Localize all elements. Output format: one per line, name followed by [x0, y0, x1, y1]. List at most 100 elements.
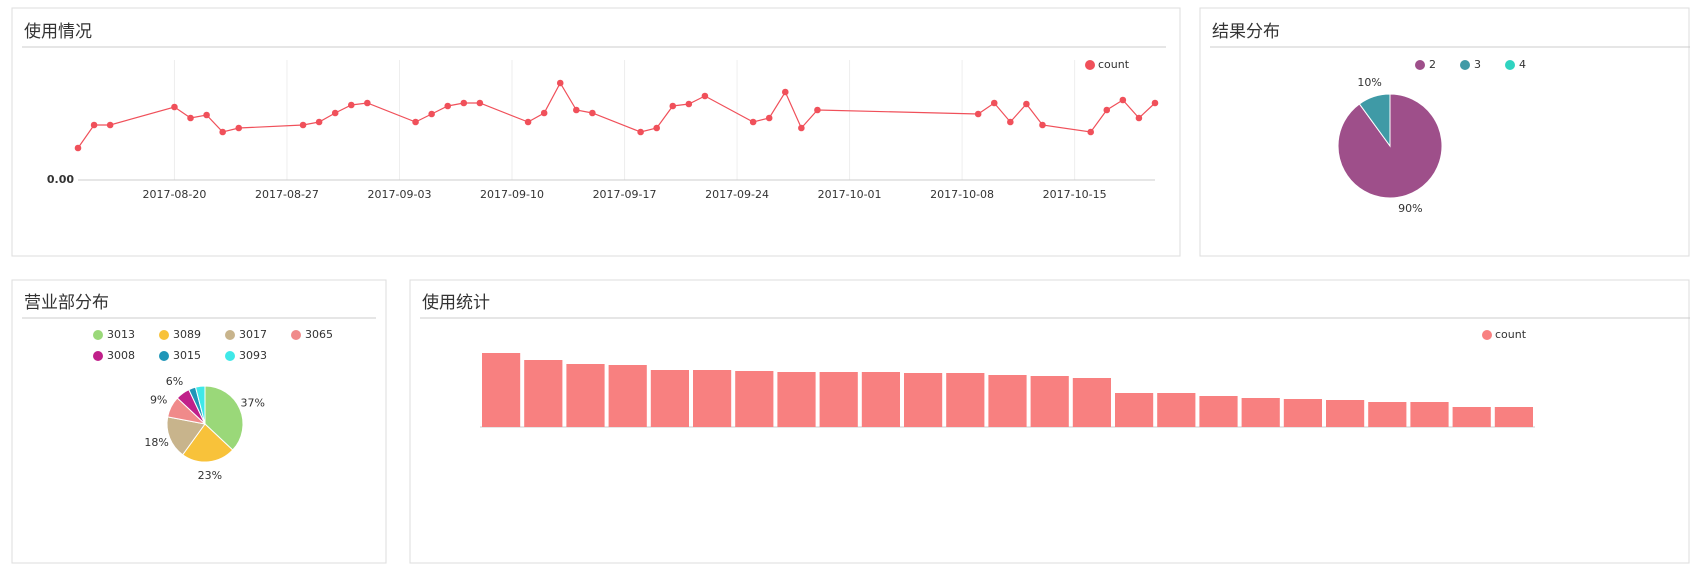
point: [1023, 100, 1030, 108]
bar: [1494, 407, 1533, 427]
legend-label: 3089: [173, 328, 201, 341]
legend-label: 3015: [173, 349, 201, 362]
bar: [1283, 399, 1322, 427]
point: [974, 110, 982, 118]
point: [476, 99, 484, 107]
point: [74, 144, 82, 152]
point: [460, 99, 468, 107]
point: [1039, 121, 1046, 129]
point: [1007, 118, 1014, 126]
x-tick-label: 2017-08-20: [142, 188, 206, 201]
pie-slice: [204, 385, 244, 451]
point: [364, 99, 371, 107]
data-label: 23%: [198, 469, 222, 482]
x-tick-label: 2017-09-24: [705, 188, 769, 201]
bar: [1030, 376, 1069, 427]
point: [444, 102, 452, 110]
legend-marker: [93, 330, 103, 340]
point: [749, 118, 757, 126]
point: [428, 110, 435, 118]
point: [637, 128, 644, 136]
legend-label: count: [1098, 58, 1130, 71]
legend-marker: [1415, 60, 1425, 70]
point: [235, 124, 243, 132]
bar: [693, 370, 732, 427]
point: [347, 101, 355, 109]
legend-marker: [291, 330, 301, 340]
point: [1103, 106, 1111, 114]
x-tick-label: 2017-10-01: [818, 188, 882, 201]
point: [203, 111, 210, 119]
point: [798, 124, 805, 132]
point: [171, 103, 178, 111]
legend-marker: [1085, 60, 1095, 70]
point: [219, 128, 226, 136]
legend-label: 2: [1429, 58, 1436, 71]
bar: [1452, 407, 1491, 427]
x-tick-label: 2017-09-10: [480, 188, 544, 201]
panel-title: 使用情况: [24, 21, 92, 42]
legend-marker: [159, 351, 169, 361]
bar: [777, 372, 816, 427]
x-tick-label: 2017-09-03: [368, 188, 432, 201]
pie-slice: [181, 423, 234, 463]
point: [1087, 128, 1095, 136]
bar: [1326, 400, 1365, 427]
bar: [1072, 378, 1111, 427]
pie-slice: [194, 385, 206, 425]
panel-title: 使用统计: [422, 292, 490, 313]
bar: [861, 372, 900, 427]
panel-title: 营业部分布: [24, 293, 109, 313]
x-tick-label: 2017-09-17: [593, 188, 657, 201]
bar: [650, 370, 689, 427]
bar: [946, 373, 985, 427]
legend-marker: [93, 351, 103, 361]
legend-marker: [1460, 60, 1470, 70]
legend-label: 3017: [239, 328, 267, 341]
point: [331, 109, 339, 117]
point: [669, 102, 677, 110]
point: [701, 92, 709, 100]
bar: [735, 371, 774, 427]
bar: [1368, 402, 1407, 427]
legend-label: 3093: [239, 349, 267, 362]
legend-marker: [159, 330, 169, 340]
point: [1151, 99, 1159, 107]
legend-marker: [225, 330, 235, 340]
data-label: 18%: [144, 436, 168, 449]
point: [990, 99, 998, 107]
bar: [608, 365, 647, 427]
bar: [1199, 396, 1238, 427]
point: [556, 79, 564, 87]
bar: [1157, 393, 1196, 427]
point: [1119, 96, 1127, 104]
legend-label: 3013: [107, 328, 135, 341]
bar: [1410, 402, 1449, 427]
legend-marker: [1505, 60, 1515, 70]
data-label: 37%: [240, 396, 264, 409]
bar: [566, 364, 605, 427]
point: [106, 121, 114, 129]
legend-label: 3: [1474, 58, 1481, 71]
bar: [524, 360, 563, 427]
bar: [1241, 398, 1280, 427]
y-tick-label: 0.00: [47, 173, 74, 186]
bar: [482, 353, 521, 427]
point: [90, 121, 98, 129]
point: [653, 124, 660, 132]
point: [589, 109, 596, 117]
point: [685, 100, 693, 108]
point: [765, 114, 773, 122]
x-tick-label: 2017-08-27: [255, 188, 319, 201]
data-label: 10%: [1357, 76, 1381, 89]
point: [540, 109, 548, 117]
point: [315, 118, 323, 126]
point: [814, 106, 821, 114]
legend-marker: [1482, 330, 1492, 340]
pie-slice: [166, 416, 206, 456]
point: [412, 118, 419, 126]
point: [524, 118, 532, 126]
x-tick-label: 2017-10-15: [1043, 188, 1107, 201]
bar: [819, 372, 858, 427]
